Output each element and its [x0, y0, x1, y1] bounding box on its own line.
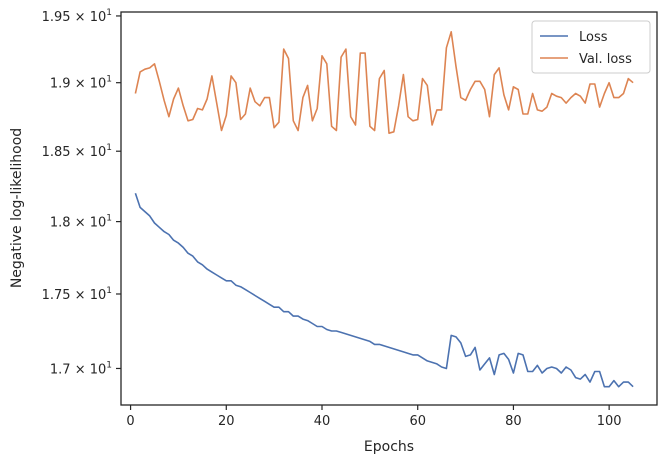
- y-tick-label: 1.8 × 101: [50, 214, 112, 231]
- x-tick-label: 60: [409, 414, 426, 429]
- x-tick-label: 80: [505, 414, 522, 429]
- legend-box: [531, 20, 651, 74]
- legend-label-val-loss: Val. loss: [579, 52, 632, 67]
- series-layer: [134, 30, 634, 388]
- series-line-val-loss: [134, 30, 634, 134]
- x-tick-label: 0: [126, 414, 134, 429]
- y-tick-label: 1.85 × 101: [42, 143, 112, 160]
- y-tick-label: 1.95 × 101: [42, 8, 112, 25]
- y-tick-label: 1.7 × 101: [50, 360, 112, 377]
- series-line-loss: [134, 192, 634, 388]
- x-tick-label: 40: [314, 414, 331, 429]
- legend-label-loss: Loss: [579, 30, 608, 45]
- y-axis-label: Negative log-likelihood: [9, 128, 25, 288]
- x-tick-label: 20: [218, 414, 235, 429]
- x-axis-label: Epochs: [364, 439, 414, 455]
- y-axis: 1.7 × 101 1.75 × 101 1.8 × 101 1.85 × 101 1.…: [42, 8, 121, 377]
- x-axis: 0 20 40 60 80 100: [126, 405, 622, 429]
- legend: Loss Val. loss: [531, 20, 651, 74]
- y-tick-label: 1.9 × 101: [50, 75, 112, 92]
- axes-frame: [120, 11, 658, 406]
- plot-area: [134, 30, 634, 388]
- x-tick-label: 100: [597, 414, 622, 429]
- y-tick-label: 1.75 × 101: [42, 286, 112, 303]
